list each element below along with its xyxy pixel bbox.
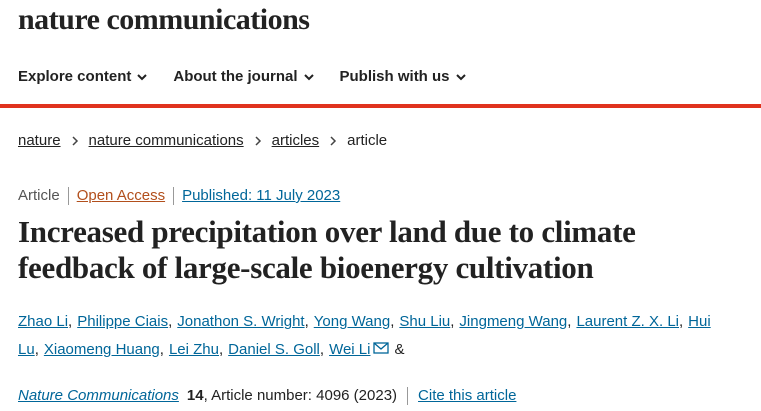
nav-label[interactable]: Publish with us (339, 68, 450, 85)
author[interactable]: Philippe Ciais (77, 313, 169, 330)
nav-item[interactable]: Explore content (18, 66, 148, 88)
author[interactable]: Yong Wang (313, 313, 391, 330)
divider (407, 387, 409, 405)
chevron (137, 74, 148, 81)
author-separator: , (159, 341, 164, 358)
author[interactable]: Jonathon S. Wright (177, 313, 305, 330)
crumb[interactable]: nature (18, 132, 61, 149)
published-date[interactable]: Published: 11 July 2023 (182, 187, 341, 204)
author-separator: , (168, 313, 173, 330)
author-separator: , (319, 341, 325, 358)
author[interactable]: Shu Liu (399, 313, 451, 330)
crumb-arrow (255, 136, 261, 146)
divider (67, 187, 69, 205)
author-separator: , (679, 313, 684, 330)
article-type: Article (18, 187, 60, 204)
author-separator: , (304, 313, 309, 330)
article-title: Increased precipitation over land due to… (18, 214, 636, 285)
email-icon[interactable] (373, 342, 390, 354)
citation-details: , Article number: 4096 (2023) (203, 387, 398, 404)
author-separator: , (219, 341, 224, 358)
header-rule (0, 104, 761, 108)
author-separator: , (450, 313, 455, 330)
chevron (303, 74, 314, 81)
author-separator: , (68, 313, 73, 330)
crumb[interactable]: nature communications (88, 132, 244, 149)
nav-label[interactable]: About the journal (173, 68, 298, 85)
divider (173, 187, 175, 205)
crumb-current: article (347, 132, 388, 149)
crumb-arrow (330, 136, 337, 146)
volume: 14 (186, 387, 204, 404)
author-separator: , (567, 313, 572, 330)
nav: Explore content About the journal Publis… (18, 66, 466, 88)
author[interactable]: Lei Zhu (168, 341, 219, 358)
author-list: Zhao Li, Philippe Ciais, Jonathon S. Wrigh… (18, 308, 758, 364)
author[interactable]: Jingmeng Wang (459, 313, 568, 330)
author[interactable]: Xiaomeng Huang (43, 341, 160, 358)
nav-item[interactable]: About the journal (173, 66, 314, 88)
crumb-arrow (72, 136, 78, 146)
author[interactable]: Zhao Li (18, 313, 69, 330)
cite-link[interactable]: Cite this article (418, 387, 517, 404)
nav-label[interactable]: Explore content (18, 68, 132, 85)
article-meta: Article Open Access Published: 11 July 2… (18, 185, 340, 207)
open-access[interactable]: Open Access (76, 187, 166, 204)
author-separator: & (394, 341, 405, 358)
citation: Nature Communications 14 , Article numbe… (18, 385, 516, 407)
author[interactable]: Wei Li (329, 341, 371, 358)
crumb[interactable]: articles (271, 132, 320, 149)
author[interactable]: Laurent Z. X. Li (576, 313, 679, 330)
author[interactable]: Daniel S. Goll (228, 341, 320, 358)
breadcrumb: nature nature communications articles ar… (18, 130, 387, 152)
author[interactable]: Hui Lu (18, 313, 711, 358)
author-separator: , (390, 313, 395, 330)
journal-name[interactable]: Nature Communications (18, 387, 179, 404)
nav-item[interactable]: Publish with us (340, 66, 466, 88)
logo[interactable]: nature communications (18, 3, 310, 36)
chevron (455, 74, 466, 81)
author-separator: , (34, 341, 39, 358)
